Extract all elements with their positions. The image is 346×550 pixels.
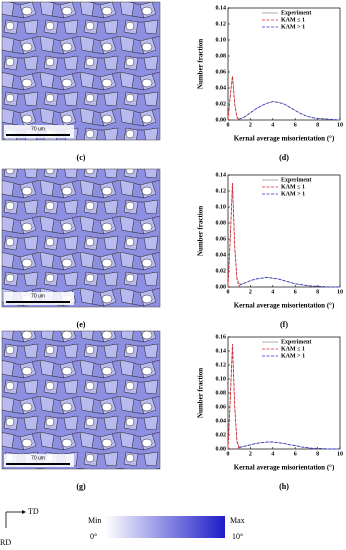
- series-line: [227, 75, 341, 121]
- micrograph: [1, 168, 161, 308]
- x-tick-label: 10: [337, 451, 343, 457]
- x-tick-label: 6: [294, 122, 297, 128]
- y-axis-title: Number fraction: [197, 368, 205, 418]
- series-line: [227, 182, 340, 288]
- panel-label: (e): [77, 320, 86, 329]
- colorbar-max-value: 10°: [232, 532, 243, 541]
- panel-label: (h): [279, 482, 289, 491]
- x-axis-title: Kernal average misorientation (°): [234, 135, 335, 143]
- y-tick-label: 0.00: [216, 446, 227, 452]
- panel-label: (g): [76, 482, 86, 491]
- y-tick-label: 0.14: [216, 5, 227, 11]
- y-tick-label: 0.06: [216, 236, 227, 242]
- legend-label: Experiment: [281, 177, 311, 183]
- x-tick-label: 2: [249, 451, 252, 457]
- y-tick-label: 0.02: [216, 432, 227, 438]
- y-tick-label: 0.14: [216, 172, 227, 178]
- td-label: TD: [28, 507, 39, 516]
- panel-label: (d): [279, 153, 289, 162]
- legend-label: KAM ≤ 1: [281, 346, 305, 352]
- y-tick-label: 0.12: [216, 188, 227, 194]
- y-axis-title: Number fraction: [197, 206, 205, 256]
- scale-bar-label: 70 um: [31, 126, 45, 132]
- y-tick-label: 0.04: [216, 85, 227, 91]
- colorbar-max: Max: [230, 516, 245, 525]
- series-line: [227, 343, 340, 450]
- x-tick-label: 2: [249, 122, 252, 128]
- scale-bar-label: 70 um: [31, 455, 45, 461]
- scale-bar-label: 70 um: [31, 293, 45, 299]
- x-tick-label: 0: [227, 451, 230, 457]
- x-tick-label: 6: [294, 451, 297, 457]
- micrograph: [1, 1, 161, 141]
- y-tick-label: 0.06: [216, 69, 227, 75]
- x-tick-label: 2: [249, 289, 252, 295]
- y-tick-label: 0.12: [216, 21, 227, 27]
- y-tick-label: 0.06: [216, 404, 227, 410]
- plot-frame: [227, 7, 341, 121]
- panel-label: (f): [280, 320, 288, 329]
- x-tick-label: 4: [271, 451, 274, 457]
- y-tick-label: 0.08: [216, 53, 227, 59]
- legend-label: Experiment: [281, 10, 311, 16]
- y-tick-label: 0.02: [216, 101, 227, 107]
- arrow-head: [22, 510, 26, 514]
- x-tick-label: 0: [227, 122, 230, 128]
- legend-label: Experiment: [281, 339, 311, 345]
- legend-label: KAM > 1: [281, 353, 305, 359]
- y-tick-label: 0.02: [216, 268, 227, 274]
- y-tick-label: 0.00: [216, 284, 227, 290]
- y-tick-label: 0.12: [216, 362, 227, 368]
- series-line: [239, 441, 340, 450]
- colorbar: [105, 516, 225, 538]
- x-tick-label: 8: [316, 451, 319, 457]
- legend-area: TD RD Min 0° Max 10°: [0, 507, 245, 547]
- y-tick-label: 0.14: [216, 348, 227, 354]
- colorbar-min: Min: [88, 516, 101, 525]
- series-line: [239, 276, 340, 288]
- y-tick-label: 0.08: [216, 220, 227, 226]
- x-tick-label: 10: [337, 122, 343, 128]
- x-tick-label: 8: [316, 289, 319, 295]
- y-tick-label: 0.16: [216, 334, 227, 340]
- micrograph: [1, 330, 161, 470]
- series-line: [227, 75, 240, 121]
- x-tick-label: 0: [227, 289, 230, 295]
- legend-label: KAM > 1: [281, 24, 305, 30]
- y-tick-label: 0.04: [216, 418, 227, 424]
- y-tick-label: 0.04: [216, 252, 227, 258]
- x-tick-label: 6: [294, 289, 297, 295]
- series-line: [239, 101, 341, 121]
- x-tick-label: 4: [271, 122, 274, 128]
- y-tick-label: 0.10: [216, 376, 227, 382]
- y-tick-label: 0.10: [216, 37, 227, 43]
- y-axis-title: Number fraction: [197, 39, 205, 89]
- panel-label: (c): [77, 153, 86, 162]
- y-tick-label: 0.08: [216, 390, 227, 396]
- y-tick-label: 0.00: [216, 117, 227, 123]
- legend-label: KAM ≤ 1: [281, 184, 305, 190]
- x-tick-label: 8: [316, 122, 319, 128]
- colorbar-min-value: 0°: [90, 532, 97, 541]
- legend-label: KAM ≤ 1: [281, 17, 305, 23]
- legend-label: KAM > 1: [281, 191, 305, 197]
- x-tick-label: 10: [337, 289, 343, 295]
- y-tick-label: 0.10: [216, 204, 227, 210]
- series-line: [227, 182, 240, 288]
- series-line: [227, 343, 240, 450]
- x-axis-title: Kernal average misorientation (°): [234, 464, 335, 472]
- x-axis-title: Kernal average misorientation (°): [234, 302, 335, 310]
- rd-label: RD: [0, 538, 11, 547]
- plot-frame: [227, 174, 341, 288]
- x-tick-label: 4: [271, 289, 274, 295]
